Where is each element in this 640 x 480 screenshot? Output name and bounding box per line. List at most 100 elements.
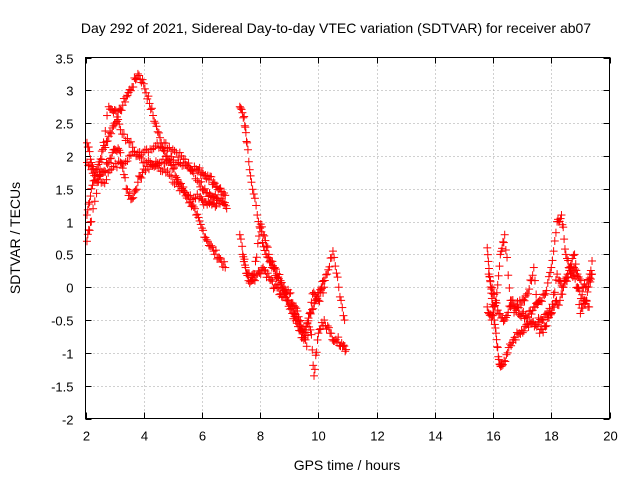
data-point — [544, 272, 553, 281]
data-point — [125, 138, 134, 147]
data-point — [255, 232, 264, 241]
data-point — [513, 303, 522, 312]
data-point — [342, 345, 351, 354]
data-point — [315, 297, 324, 306]
data-point — [534, 313, 543, 322]
data-point — [238, 108, 247, 117]
y-tick-label: 2 — [66, 150, 73, 165]
data-point — [164, 156, 173, 165]
data-point — [325, 262, 334, 271]
data-point — [258, 238, 267, 247]
data-point — [195, 163, 204, 172]
data-point — [170, 146, 179, 155]
data-point — [500, 230, 509, 239]
data-point — [153, 139, 162, 148]
data-point — [144, 92, 153, 101]
data-point — [133, 151, 142, 160]
data-point — [547, 263, 556, 272]
data-point — [544, 313, 553, 322]
data-point — [242, 269, 251, 278]
data-point — [561, 274, 570, 283]
data-point — [498, 244, 507, 253]
data-point — [576, 276, 585, 285]
data-point — [310, 371, 319, 380]
data-point — [147, 145, 156, 154]
data-point — [298, 327, 307, 336]
data-point — [163, 167, 172, 176]
data-point — [125, 151, 134, 160]
data-point — [172, 160, 181, 169]
data-point — [578, 304, 587, 313]
data-point — [307, 298, 316, 307]
data-point — [535, 329, 544, 338]
data-point — [561, 250, 570, 259]
data-point — [237, 105, 246, 114]
data-point — [504, 271, 513, 280]
data-point — [565, 264, 574, 273]
data-point — [571, 274, 580, 283]
data-point — [195, 216, 204, 225]
data-point — [189, 193, 198, 202]
data-point — [314, 296, 323, 305]
data-point — [245, 279, 254, 288]
y-tick-label: -1.5 — [51, 380, 73, 395]
x-tick-label: 18 — [544, 429, 558, 444]
data-point — [558, 283, 567, 292]
data-point — [530, 276, 539, 285]
data-point — [556, 277, 565, 286]
data-point — [285, 305, 294, 314]
data-point — [529, 263, 538, 272]
data-point — [154, 128, 163, 137]
data-point — [291, 302, 300, 311]
data-point — [532, 322, 541, 331]
data-point — [84, 225, 93, 234]
data-point — [501, 313, 510, 322]
data-point — [239, 113, 248, 122]
data-point — [182, 190, 191, 199]
data-point — [87, 158, 96, 167]
data-point — [153, 127, 162, 136]
data-point — [541, 289, 550, 298]
data-point — [585, 302, 594, 311]
data-point — [84, 143, 93, 152]
data-point — [275, 280, 284, 289]
data-point — [188, 167, 197, 176]
data-point — [323, 321, 332, 330]
x-tick-label: 6 — [199, 429, 206, 444]
data-point — [241, 128, 250, 137]
data-point — [569, 251, 578, 260]
data-point — [102, 175, 111, 184]
data-point — [89, 204, 98, 213]
data-point — [126, 137, 135, 146]
data-point — [545, 304, 554, 313]
data-point — [107, 129, 116, 138]
data-point — [312, 348, 321, 357]
data-point — [116, 148, 125, 157]
data-point — [140, 146, 149, 155]
data-point — [487, 285, 496, 294]
data-point — [260, 265, 269, 274]
data-point — [560, 245, 569, 254]
data-point — [161, 168, 170, 177]
data-point — [118, 164, 127, 173]
data-point — [585, 270, 594, 279]
data-point — [491, 298, 500, 307]
data-point — [247, 178, 256, 187]
data-point — [146, 105, 155, 114]
data-point — [268, 277, 277, 286]
data-point — [302, 342, 311, 351]
data-point — [310, 365, 319, 374]
data-point — [333, 273, 342, 282]
data-point — [92, 189, 101, 198]
data-point — [296, 322, 305, 331]
chart-title: Day 292 of 2021, Sidereal Day-to-day VTE… — [81, 20, 591, 36]
data-point — [112, 163, 121, 172]
data-point — [88, 181, 97, 190]
data-point — [139, 79, 148, 88]
data-point — [121, 173, 130, 182]
data-point — [197, 224, 206, 233]
data-point — [562, 254, 571, 263]
x-axis-title: GPS time / hours — [294, 457, 401, 473]
data-point — [110, 106, 119, 115]
data-point — [181, 155, 190, 164]
